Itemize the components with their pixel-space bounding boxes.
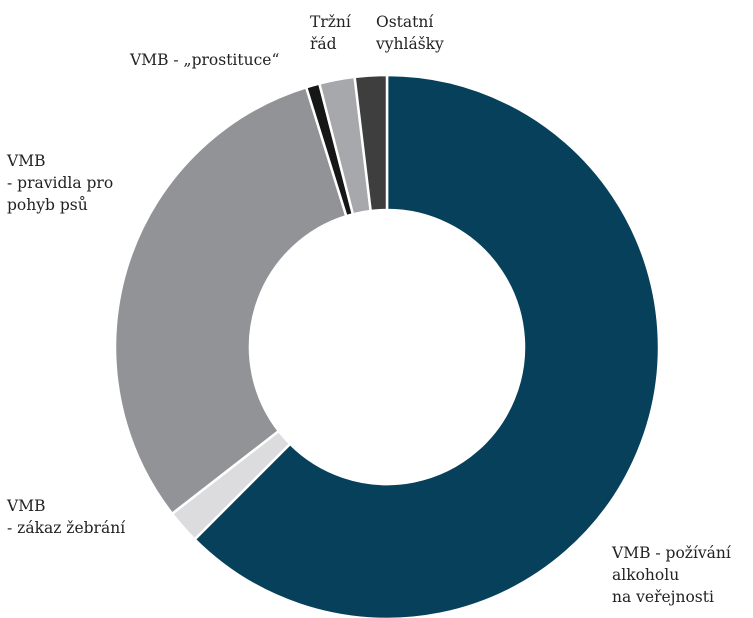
slice-label-line: řád — [310, 35, 337, 53]
donut-slices — [113, 73, 661, 618]
slice-label-line: VMB — [6, 152, 45, 170]
slice-label-line: Tržní — [310, 13, 352, 31]
slice-label-line: VMB - „prostituce“ — [129, 51, 279, 69]
slice-label-line: na veřejnosti — [612, 588, 714, 606]
slice-label-6: Ostatní vyhlášky — [375, 13, 444, 53]
slice-label-3: VMB - pravidla pro pohyb psů — [6, 152, 113, 214]
slice-label-1: VMB - požívání alkoholu na veřejnosti — [611, 544, 732, 606]
slice-label-4: VMB - „prostituce“ — [129, 51, 279, 69]
slice-label-line: - zákaz žebrání — [7, 519, 126, 537]
slice-label-line: vyhlášky — [375, 35, 444, 53]
slice-label-2: VMB - zákaz žebrání — [6, 497, 126, 537]
slice-label-line: Ostatní — [376, 13, 434, 31]
slice-label-line: VMB - požívání — [611, 544, 732, 562]
slice-label-line: alkoholu — [612, 566, 679, 584]
donut-slice-1 — [193, 73, 661, 618]
slice-label-line: - pravidla pro — [7, 174, 113, 192]
donut-slice-6 — [353, 73, 389, 213]
slice-labels: VMB - požívání alkoholu na veřejnosti VMB - … — [6, 13, 732, 606]
slice-label-line: pohyb psů — [7, 196, 88, 214]
slice-label-5: Tržní řád — [310, 13, 352, 53]
slice-label-line: VMB — [6, 497, 45, 515]
donut-slice-3 — [113, 86, 348, 515]
